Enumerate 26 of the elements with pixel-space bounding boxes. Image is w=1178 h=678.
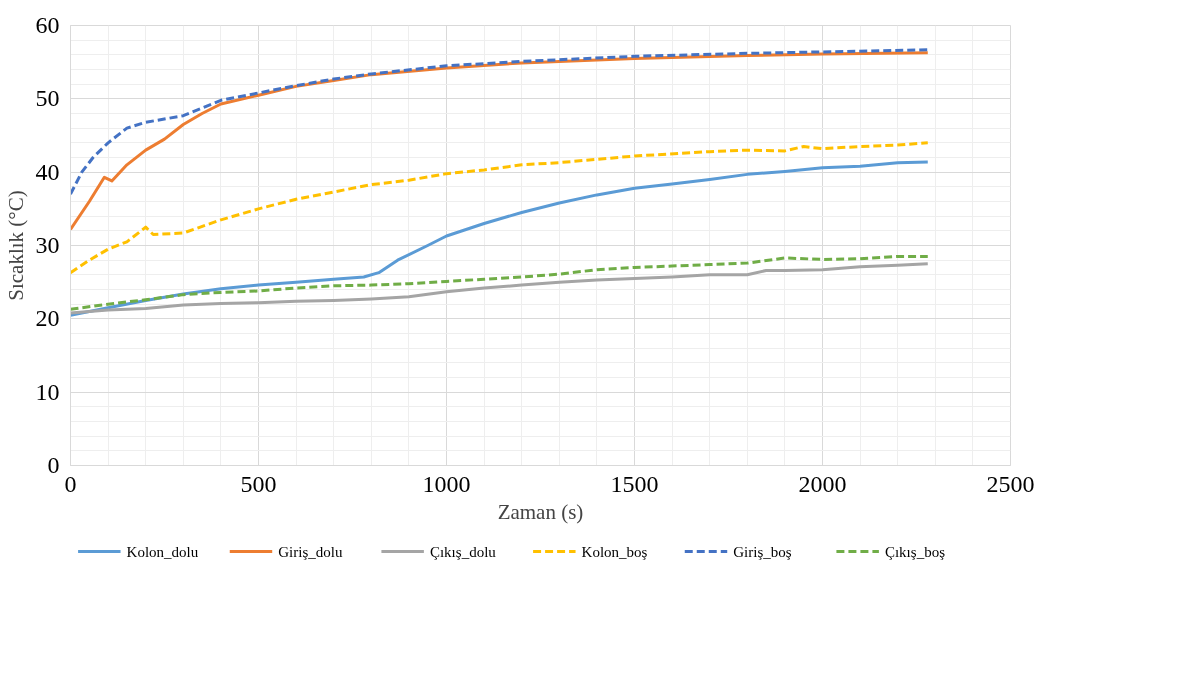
legend-label: Çıkış_dolu <box>429 543 497 560</box>
y-tick-label: 10 <box>35 378 60 405</box>
x-tick-label: 1500 <box>610 470 659 497</box>
y-tick-label: 40 <box>35 158 60 185</box>
legend-label: Giriş_boş <box>733 543 792 560</box>
line-series <box>70 141 930 275</box>
legend-label: Çıkış_boş <box>884 543 946 560</box>
y-tick-label: 30 <box>35 232 60 258</box>
y-tick-label: 50 <box>35 85 60 112</box>
y-axis-title: Sıcaklık (°C) <box>3 190 28 301</box>
x-axis-title: Zaman (s) <box>497 499 584 524</box>
line-series <box>70 160 930 317</box>
legend-label: Kolon_dolu <box>126 543 199 560</box>
x-tick-label: 500 <box>240 470 277 497</box>
y-tick-label: 20 <box>35 305 60 332</box>
line-series <box>70 48 930 196</box>
line-series <box>70 262 930 315</box>
x-tick-label: 2500 <box>986 470 1035 497</box>
x-tick-label: 2000 <box>798 470 847 497</box>
line-series <box>70 255 930 311</box>
y-tick-label: 60 <box>35 12 60 38</box>
x-tick-label: 0 <box>64 470 77 497</box>
x-tick-label: 1000 <box>422 470 471 497</box>
y-tick-label: 0 <box>47 452 60 478</box>
legend-label: Kolon_boş <box>581 543 648 560</box>
legend-label: Giriş_dolu <box>278 543 343 560</box>
